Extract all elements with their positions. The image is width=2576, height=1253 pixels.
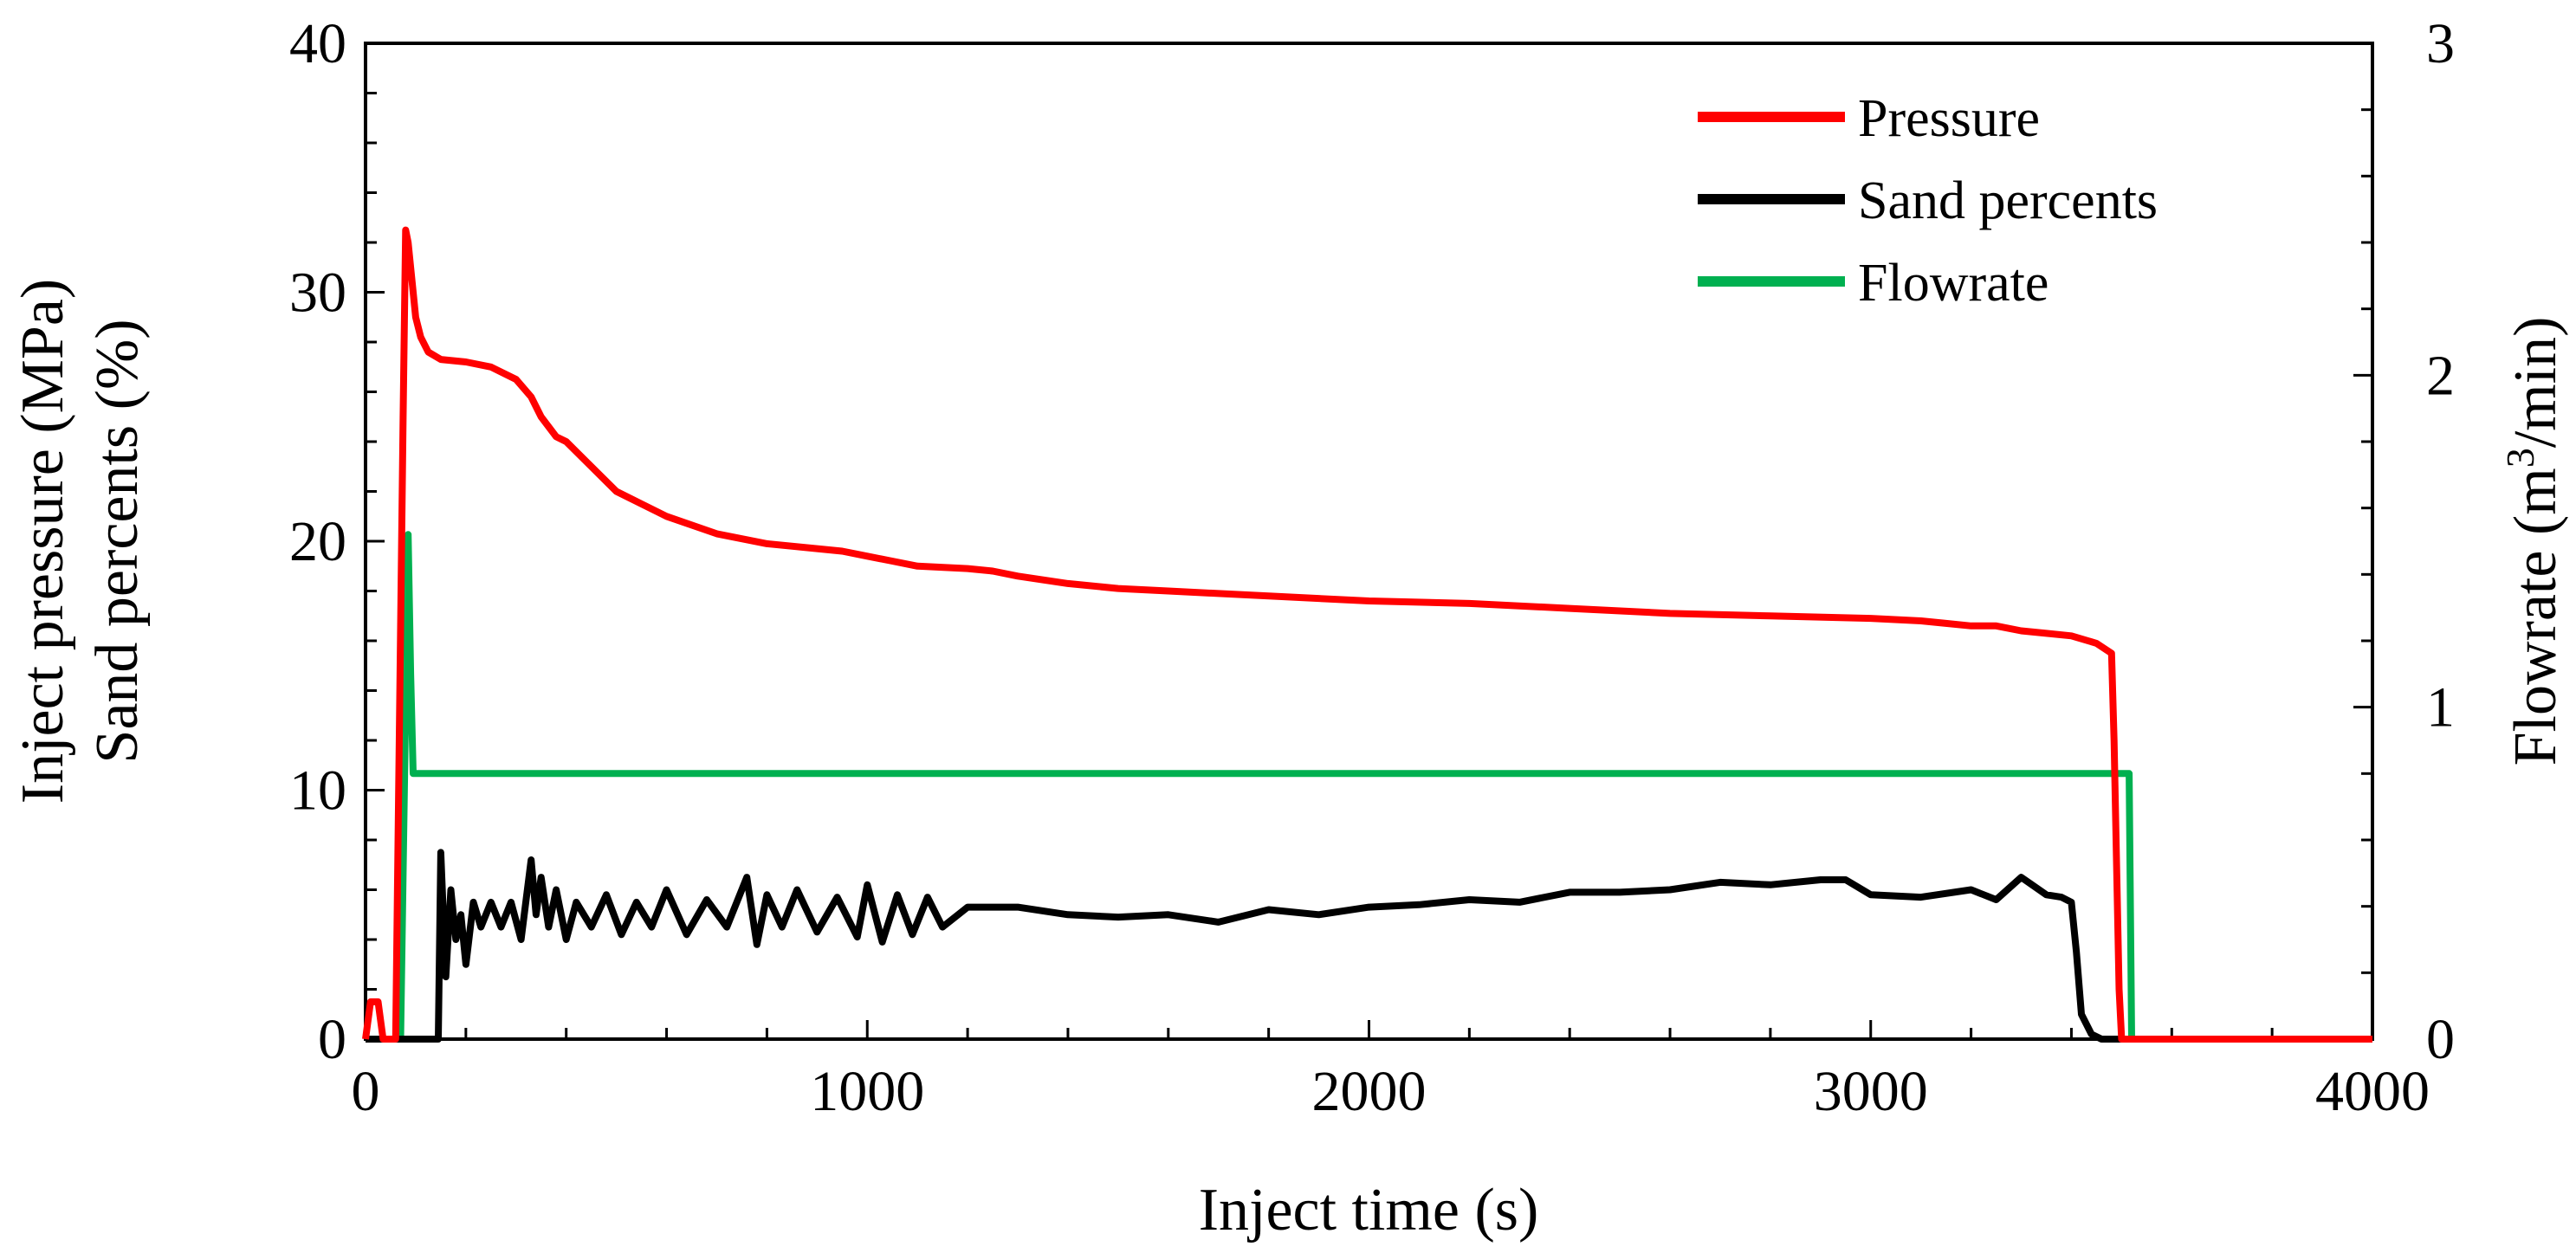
y-right-tick-label: 1: [2426, 676, 2455, 740]
y-right-tick-label: 3: [2426, 12, 2455, 75]
y-left-axis-ticks: 0 10 20 30 40: [289, 12, 385, 1071]
pressure-line: [362, 226, 2372, 1043]
series-group: [362, 226, 2372, 1043]
y-right-tick-label: 0: [2426, 1008, 2455, 1071]
y-right-tick-label: 2: [2426, 344, 2455, 407]
legend: Pressure Sand percents Flowrate: [1698, 89, 2158, 313]
y-left-tick-label: 40: [289, 12, 346, 75]
x-tick-label: 0: [352, 1060, 380, 1123]
flowrate-line: [366, 531, 2372, 1043]
y-left-tick-label: 20: [289, 510, 346, 573]
legend-label-flowrate: Flowrate: [1858, 254, 2049, 313]
x-tick-label: 1000: [810, 1060, 924, 1123]
y-left-tick-label: 0: [318, 1008, 346, 1071]
x-tick-label: 4000: [2315, 1060, 2430, 1123]
y-left-axis-title-line2: Sand percents (%): [84, 319, 151, 763]
y-right-axis-ticks: 0 1 2 3: [2353, 12, 2455, 1071]
y-right-title-suffix: /min): [2502, 317, 2569, 449]
legend-label-pressure: Pressure: [1858, 89, 2040, 148]
y-left-tick-label: 30: [289, 262, 346, 325]
y-right-axis-title: Flowrate (m3/min): [2498, 317, 2570, 766]
sand-percents-line: [366, 849, 2122, 1043]
y-left-tick-label: 10: [289, 759, 346, 823]
legend-label-sand: Sand percents: [1858, 171, 2158, 230]
y-right-title-sup: 3: [2498, 448, 2542, 468]
y-left-axis-title-line1: Inject pressure (MPa): [10, 279, 76, 804]
x-tick-label: 3000: [1814, 1060, 1928, 1123]
y-right-title-prefix: Flowrate (m: [2502, 468, 2569, 765]
x-tick-label: 2000: [1312, 1060, 1427, 1123]
x-axis-ticks: 0 1000 2000 3000 4000: [352, 1020, 2430, 1123]
x-axis-title: Inject time (s): [1199, 1177, 1539, 1243]
